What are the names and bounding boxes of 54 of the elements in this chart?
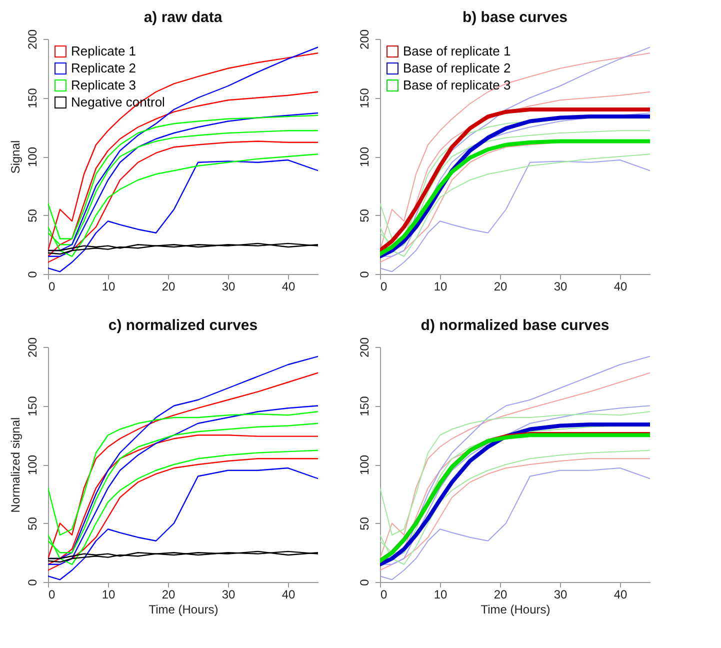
chart-title: a) raw data: [144, 8, 223, 26]
y-tick-label: 200: [358, 29, 372, 50]
x-tick-label: 40: [614, 280, 628, 294]
legend-label: Base of replicate 1: [403, 44, 511, 58]
y-tick-label: 150: [26, 88, 40, 108]
x-tick-label: 30: [222, 588, 236, 602]
chart-title: b) base curves: [462, 8, 568, 26]
y-tick-label: 100: [358, 454, 372, 476]
x-tick-label: 0: [380, 588, 388, 602]
x-tick-label: 10: [102, 588, 116, 602]
y-tick-label: 50: [358, 208, 372, 222]
y-axis-title: Normalized signal: [8, 417, 22, 513]
x-axis-title: Time (Hours): [148, 602, 218, 616]
x-tick-label: 20: [162, 280, 176, 294]
x-tick-label: 20: [494, 280, 508, 294]
x-tick-label: 30: [554, 588, 568, 602]
x-tick-label: 10: [434, 588, 448, 602]
x-tick-label: 30: [554, 280, 568, 294]
x-tick-label: 0: [380, 280, 388, 294]
y-tick-label: 50: [26, 516, 40, 530]
x-tick-label: 40: [282, 280, 296, 294]
y-tick-label: 200: [26, 337, 40, 358]
x-tick-label: 20: [494, 588, 508, 602]
y-tick-label: 200: [358, 337, 372, 358]
x-tick-label: 20: [162, 588, 176, 602]
legend-label: Base of replicate 3: [403, 78, 511, 92]
y-tick-label: 0: [26, 270, 40, 278]
y-tick-label: 100: [26, 146, 40, 168]
x-tick-label: 10: [434, 280, 448, 294]
x-tick-label: 0: [48, 588, 56, 602]
x-axis-title: Time (Hours): [480, 602, 550, 616]
y-tick-label: 150: [26, 396, 40, 416]
y-tick-label: 100: [358, 146, 372, 168]
y-tick-label: 0: [358, 270, 372, 278]
x-tick-label: 10: [102, 280, 116, 294]
y-tick-label: 150: [358, 396, 372, 416]
y-tick-label: 100: [26, 454, 40, 476]
y-tick-label: 50: [358, 516, 372, 530]
x-tick-label: 30: [222, 280, 236, 294]
chart-title: c) normalized curves: [108, 316, 258, 334]
y-tick-label: 0: [26, 578, 40, 586]
y-tick-label: 50: [26, 208, 40, 222]
y-tick-label: 150: [358, 88, 372, 108]
legend-label: Replicate 1: [71, 44, 136, 58]
chart-title: d) normalized base curves: [420, 316, 610, 334]
x-tick-label: 40: [614, 588, 628, 602]
y-tick-label: 0: [358, 578, 372, 586]
legend-label: Replicate 2: [71, 60, 136, 76]
x-tick-label: 40: [282, 588, 296, 602]
legend-label: Replicate 3: [71, 78, 136, 92]
x-tick-label: 0: [48, 280, 56, 294]
y-axis-title: Signal: [8, 140, 22, 174]
y-tick-label: 200: [26, 29, 40, 50]
legend-label: Base of replicate 2: [403, 60, 511, 76]
